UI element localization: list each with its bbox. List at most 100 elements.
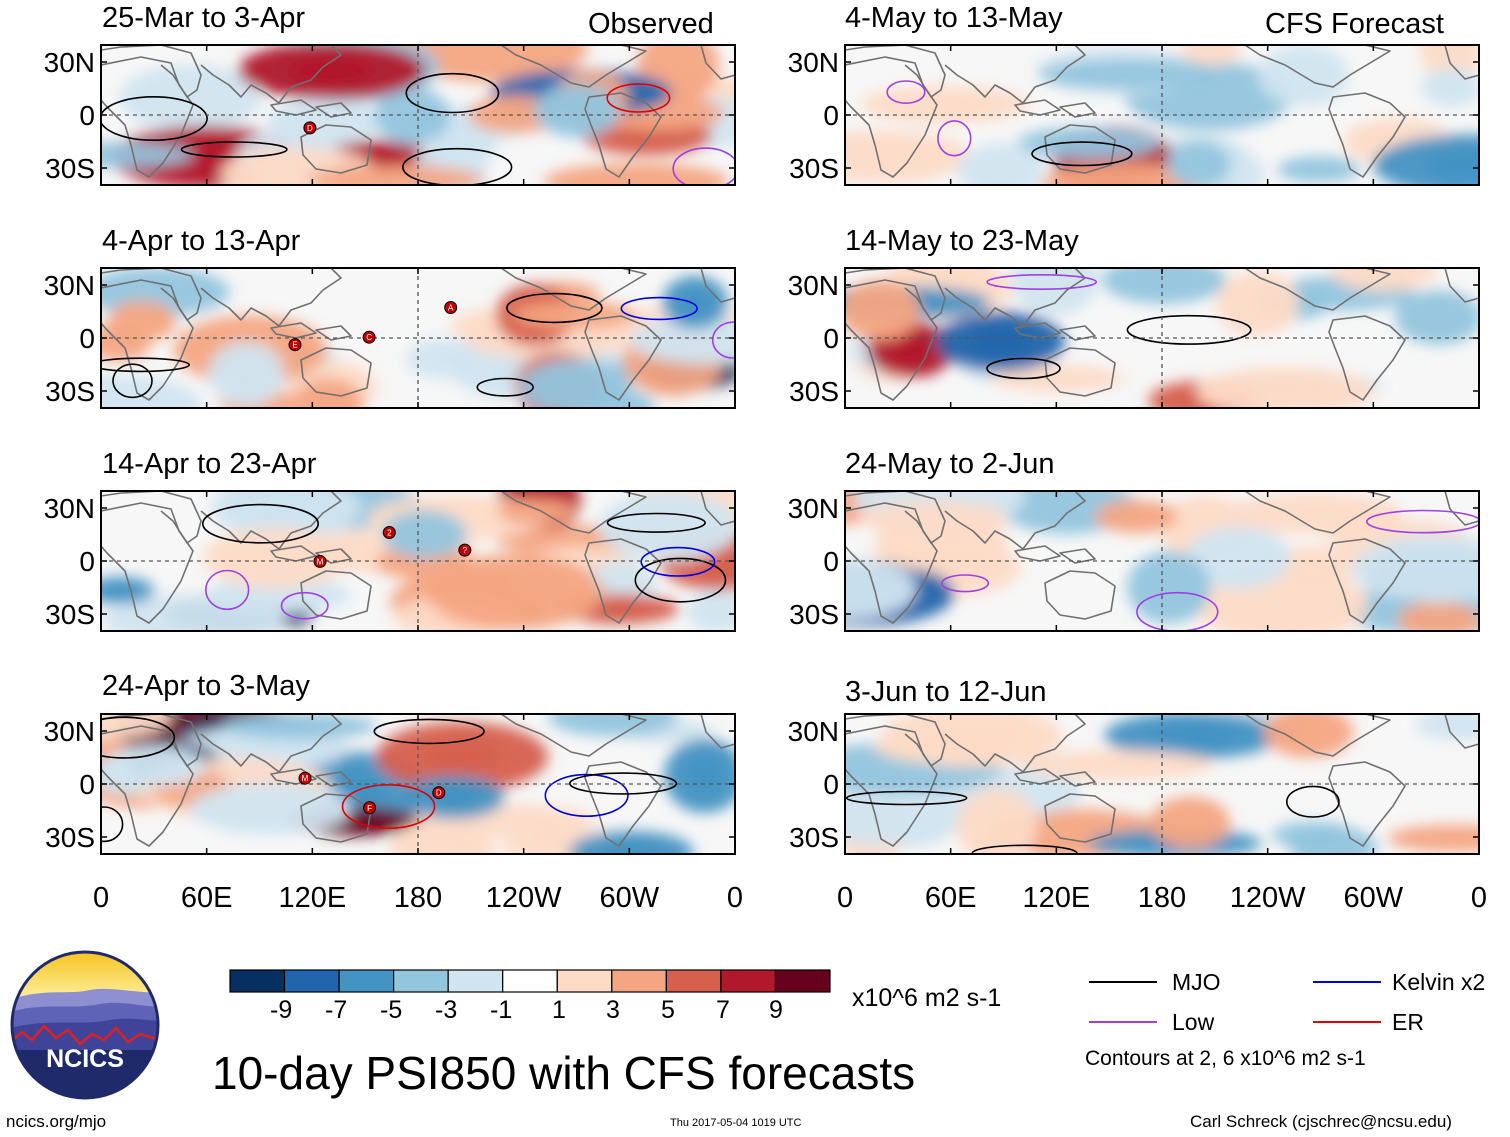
- colorbar-tick: 7: [716, 996, 730, 1024]
- forecast-map-panel-2: 30N 0 30S: [788, 267, 1480, 409]
- latitude-label: 30S: [789, 376, 839, 407]
- storm-marker-label: 2: [387, 529, 392, 538]
- latitude-label: 30S: [45, 822, 95, 853]
- latitude-label: 0: [823, 769, 839, 800]
- psi850-anomaly-field: [845, 491, 1479, 631]
- longitude-label: 0: [93, 882, 109, 914]
- latitude-label: 0: [823, 100, 839, 131]
- latitude-label: 0: [823, 546, 839, 577]
- longitude-label: 120W: [486, 882, 562, 914]
- latitude-label: 30S: [789, 822, 839, 853]
- observed-map-panel-3: M 2? 30N 0 30S: [44, 490, 736, 632]
- psi850-anomaly-field: [101, 714, 735, 854]
- wave-contours: [202, 503, 727, 620]
- storm-marker-label: ?: [463, 546, 468, 555]
- longitude-label: 120E: [278, 882, 346, 914]
- storm-marker-label: M: [302, 774, 309, 783]
- logo-text: NCICS: [46, 1045, 124, 1073]
- longitude-label: 60E: [925, 882, 977, 914]
- longitude-label: 180: [394, 882, 442, 914]
- colorbar-swatch: [774, 969, 831, 993]
- latitude-label: 30N: [788, 270, 839, 301]
- storm-marker: M: [313, 554, 327, 568]
- storm-marker: D: [303, 121, 317, 135]
- panel-title-observed-4: 24-Apr to 3-May: [102, 670, 310, 702]
- panel-title-forecast-1: 4-May to 13-May: [845, 2, 1063, 34]
- panel-title-observed-2: 4-Apr to 13-Apr: [102, 225, 301, 257]
- storm-marker: 2: [382, 526, 396, 539]
- legend-note: Contours at 2, 6 x10^6 m2 s-1: [1085, 1047, 1366, 1070]
- colorbar-swatch: [556, 969, 613, 993]
- legend-lines: [1089, 981, 1381, 1023]
- storm-marker: C: [362, 330, 376, 344]
- storm-marker: D: [432, 786, 446, 800]
- storm-marker: ?: [458, 543, 472, 557]
- colorbar-tick: -5: [380, 996, 403, 1024]
- colorbar-tick: 3: [606, 996, 620, 1024]
- storm-marker: M: [298, 771, 312, 785]
- latitude-label: 30N: [788, 493, 839, 524]
- colorbar-swatch: [283, 969, 340, 993]
- storm-marker-label: D: [307, 124, 313, 133]
- observed-map-panel-4: M F D 30N 0 30S 0 60E 120E 180 120W 60W 0: [44, 713, 743, 914]
- wave-contours: [941, 509, 1479, 631]
- colorbar: [229, 969, 831, 993]
- colorbar-swatch: [720, 969, 776, 993]
- psi850-anomaly-field: [101, 268, 735, 408]
- latitude-label: 30N: [788, 716, 839, 747]
- wave-contours: [101, 72, 735, 185]
- observed-column-label: Observed: [588, 8, 714, 40]
- latitude-label: 30S: [45, 599, 95, 630]
- footer-author: Carl Schreck (cjschrec@ncsu.edu): [1190, 1112, 1452, 1131]
- legend-label-kelvin: Kelvin x2: [1392, 969, 1486, 995]
- forecast-map-panel-4: 30N 0 30S 0 60E 120E 180 120W 60W 0: [788, 713, 1487, 914]
- longitude-label: 120E: [1022, 882, 1090, 914]
- map-figure: D 30N 0 30S E C A 30N 0 30S M 2? 30N 0 30S M F D 30N 0 30S 0 6…: [44, 44, 1487, 914]
- longitude-label: 0: [837, 882, 853, 914]
- panel-title-forecast-3: 24-May to 2-Jun: [845, 448, 1055, 480]
- wave-contours: [986, 274, 1252, 380]
- footer-url: ncics.org/mjo: [6, 1112, 107, 1131]
- latitude-label: 30S: [789, 153, 839, 184]
- longitude-label: 60E: [181, 882, 233, 914]
- longitude-label: 60W: [600, 882, 660, 914]
- colorbar-tick: 5: [661, 996, 675, 1024]
- panel-title-forecast-2: 14-May to 23-May: [845, 225, 1079, 257]
- longitude-label: 120W: [1230, 882, 1306, 914]
- legend-label-mjo: MJO: [1172, 969, 1221, 995]
- forecast-column-label: CFS Forecast: [1265, 8, 1444, 40]
- colorbar-tick: -9: [270, 996, 293, 1024]
- longitude-label: 60W: [1344, 882, 1404, 914]
- latitude-label: 0: [79, 769, 95, 800]
- latitude-label: 0: [79, 546, 95, 577]
- panel-title-forecast-4: 3-Jun to 12-Jun: [845, 676, 1047, 708]
- figure-title: 10-day PSI850 with CFS forecasts: [212, 1047, 916, 1099]
- colorbar-swatch: [665, 969, 722, 993]
- colorbar-swatch: [447, 969, 504, 993]
- observed-map-panel-1: D 30N 0 30S: [44, 44, 736, 186]
- forecast-map-panel-3: 30N 0 30S: [788, 490, 1480, 632]
- longitude-label: 0: [1471, 882, 1487, 914]
- storm-marker-label: D: [436, 789, 442, 798]
- latitude-label: 0: [79, 323, 95, 354]
- latitude-label: 30N: [44, 716, 95, 747]
- colorbar-swatch: [502, 969, 558, 993]
- latitude-label: 30S: [789, 599, 839, 630]
- wave-contours: [886, 80, 1133, 167]
- colorbar-swatch: [393, 969, 449, 993]
- colorbar-swatch: [338, 969, 395, 993]
- colorbar-tick: -1: [490, 996, 513, 1024]
- storm-marker-label: A: [448, 304, 454, 313]
- latitude-label: 0: [79, 100, 95, 131]
- panel-title-observed-3: 14-Apr to 23-Apr: [102, 448, 317, 480]
- storm-marker-label: C: [366, 333, 372, 342]
- colorbar-swatch: [229, 969, 286, 993]
- latitude-label: 30N: [44, 493, 95, 524]
- colorbar-units: x10^6 m2 s-1: [852, 984, 1002, 1012]
- storm-marker: E: [288, 338, 302, 352]
- latitude-label: 30N: [788, 47, 839, 78]
- legend-label-er: ER: [1392, 1009, 1424, 1035]
- latitude-label: 30N: [44, 270, 95, 301]
- latitude-label: 0: [823, 323, 839, 354]
- longitude-label: 180: [1138, 882, 1186, 914]
